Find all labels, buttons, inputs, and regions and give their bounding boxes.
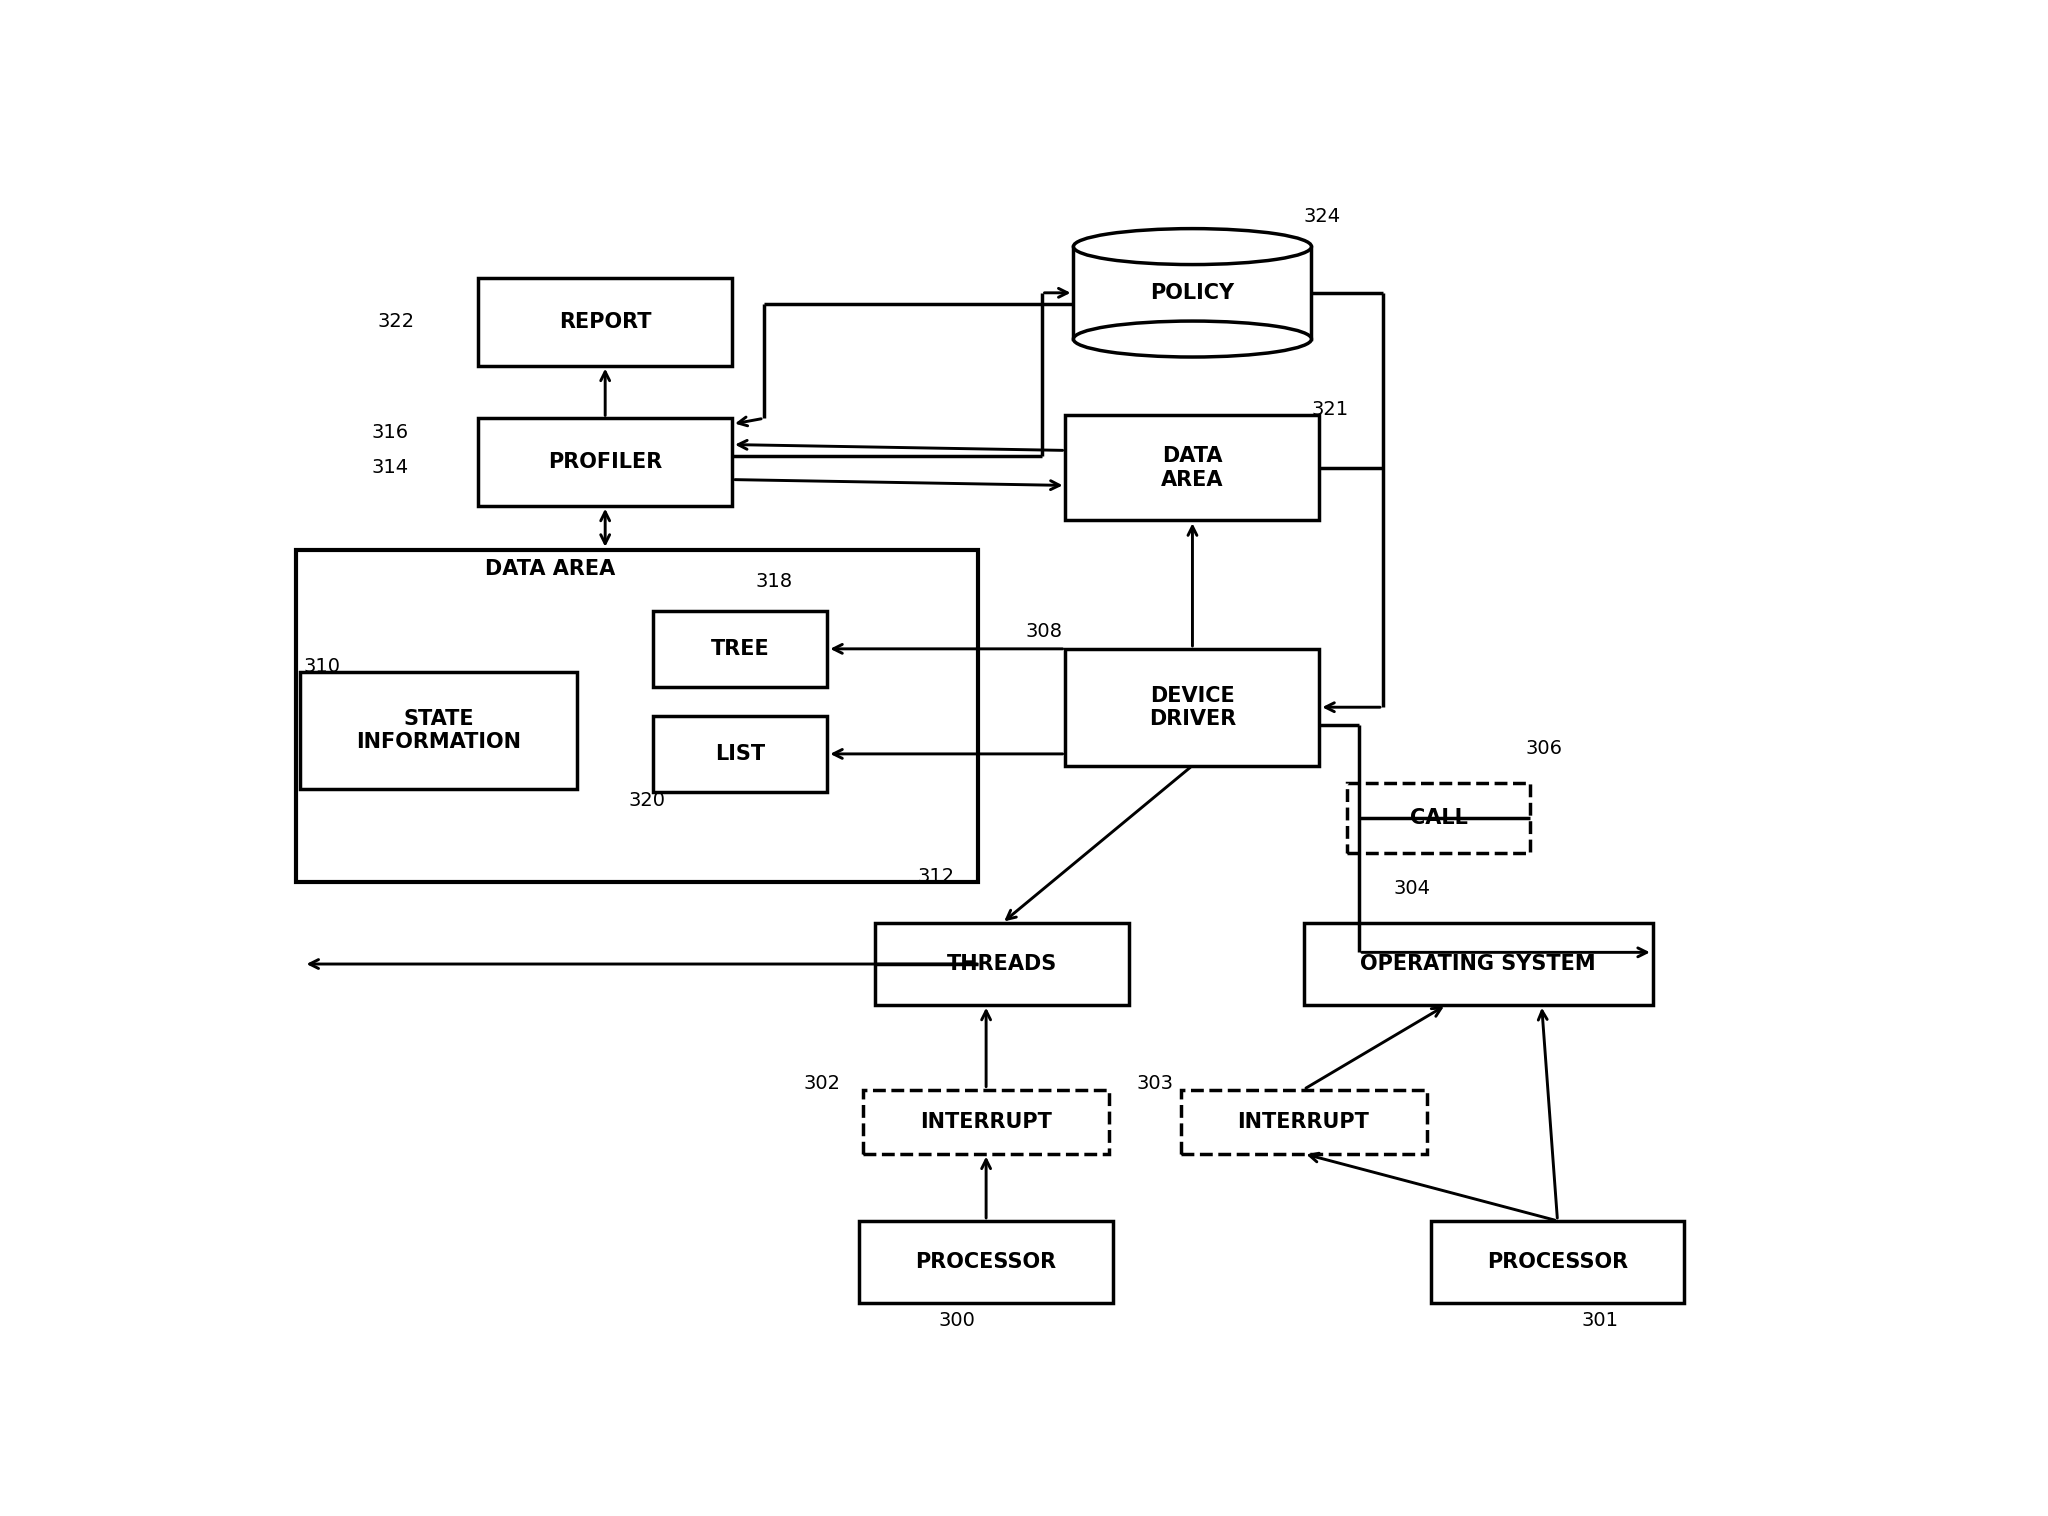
Bar [653,611,827,687]
Bar [860,1220,1114,1302]
Text: REPORT: REPORT [559,312,651,332]
Text: 321: 321 [1311,400,1350,418]
Text: OPERATING SYSTEM: OPERATING SYSTEM [1360,954,1595,973]
Bar [1180,1090,1427,1154]
Bar [479,279,733,365]
Text: 320: 320 [629,791,666,810]
Bar [1348,784,1530,854]
Bar [479,418,733,506]
Bar [1305,923,1653,1005]
Bar [299,672,578,788]
Text: CALL: CALL [1409,808,1468,828]
Text: STATE
INFORMATION: STATE INFORMATION [356,709,520,752]
Text: 310: 310 [303,656,340,676]
Text: DATA
AREA: DATA AREA [1161,446,1225,490]
Text: 302: 302 [803,1073,840,1093]
Text: DATA AREA: DATA AREA [485,559,614,579]
Text: 318: 318 [756,572,793,591]
Text: 322: 322 [377,312,414,332]
Text: PROCESSOR: PROCESSOR [1487,1252,1628,1272]
Text: THREADS: THREADS [946,954,1057,973]
Text: 300: 300 [938,1310,975,1330]
Bar [1073,247,1311,340]
Ellipse shape [1073,229,1311,265]
Text: PROFILER: PROFILER [549,452,662,471]
Text: TREE: TREE [711,638,770,659]
Text: 314: 314 [371,458,408,478]
Text: 301: 301 [1581,1310,1618,1330]
Text: 308: 308 [1026,622,1063,641]
Text: PROCESSOR: PROCESSOR [915,1252,1057,1272]
Text: 304: 304 [1393,879,1430,897]
Bar [862,1090,1110,1154]
Bar [874,923,1128,1005]
Bar [1065,649,1319,766]
Text: DEVICE
DRIVER: DEVICE DRIVER [1149,685,1237,729]
Text: INTERRUPT: INTERRUPT [1237,1111,1370,1131]
Text: LIST: LIST [715,744,766,764]
Bar [295,550,979,882]
Text: 324: 324 [1305,208,1341,226]
Bar [1430,1220,1683,1302]
Text: POLICY: POLICY [1151,283,1235,303]
Text: 306: 306 [1526,738,1563,758]
Ellipse shape [1073,321,1311,358]
Text: 316: 316 [371,423,408,443]
Text: 312: 312 [918,867,954,885]
Bar [653,716,827,791]
Bar [1065,415,1319,520]
Text: 303: 303 [1137,1073,1174,1093]
Text: INTERRUPT: INTERRUPT [920,1111,1053,1131]
